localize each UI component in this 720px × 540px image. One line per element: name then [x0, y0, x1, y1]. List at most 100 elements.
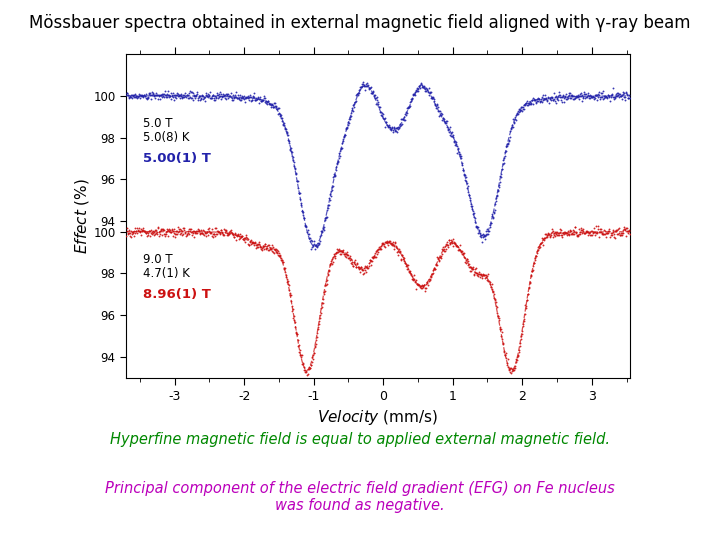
- Point: [386, 122, 397, 131]
- Point: [429, 100, 441, 109]
- Point: [241, 93, 253, 102]
- Point: [498, 154, 510, 163]
- Point: [164, 92, 176, 100]
- Point: [200, 232, 212, 240]
- Point: [506, 123, 518, 131]
- Point: [192, 94, 203, 103]
- Point: [400, 262, 412, 271]
- Point: [206, 225, 217, 234]
- Point: [596, 89, 608, 97]
- Point: [238, 234, 249, 243]
- Point: [572, 232, 584, 240]
- Point: [172, 92, 184, 100]
- Point: [414, 82, 426, 90]
- Point: [536, 239, 547, 248]
- Point: [211, 90, 222, 99]
- Point: [397, 114, 409, 123]
- Point: [420, 284, 432, 292]
- Point: [279, 264, 291, 272]
- Point: [341, 124, 352, 132]
- Point: [419, 287, 431, 296]
- Point: [444, 236, 455, 245]
- Point: [579, 228, 590, 237]
- Point: [561, 92, 572, 101]
- Point: [478, 271, 490, 279]
- Point: [390, 126, 402, 135]
- Point: [311, 241, 323, 250]
- Point: [602, 92, 613, 101]
- Point: [585, 92, 597, 100]
- Point: [414, 281, 426, 290]
- Point: [197, 228, 208, 237]
- Point: [347, 107, 359, 116]
- Point: [164, 227, 176, 236]
- Point: [215, 226, 227, 234]
- Point: [469, 213, 480, 221]
- Point: [225, 226, 237, 234]
- Point: [426, 272, 437, 281]
- Point: [188, 92, 199, 100]
- Text: 9.0 T: 9.0 T: [143, 253, 173, 266]
- Point: [480, 274, 491, 282]
- Point: [466, 202, 477, 211]
- Point: [140, 227, 151, 235]
- Point: [621, 89, 632, 98]
- Point: [145, 229, 156, 238]
- Point: [230, 90, 241, 99]
- Point: [159, 232, 171, 240]
- Point: [366, 254, 378, 262]
- Point: [520, 300, 531, 309]
- Point: [440, 117, 451, 125]
- Point: [622, 93, 634, 102]
- Point: [604, 93, 616, 102]
- Point: [618, 223, 629, 232]
- Point: [144, 89, 156, 97]
- Point: [310, 240, 322, 249]
- Point: [416, 280, 428, 289]
- Point: [243, 241, 254, 249]
- Point: [160, 87, 171, 96]
- Point: [133, 224, 145, 232]
- Point: [611, 230, 622, 238]
- Point: [232, 231, 243, 239]
- Point: [400, 110, 412, 119]
- Point: [328, 252, 339, 261]
- Point: [205, 93, 217, 102]
- Point: [444, 123, 456, 131]
- Point: [222, 90, 233, 98]
- Point: [315, 232, 326, 241]
- Point: [425, 87, 436, 96]
- Point: [355, 85, 366, 94]
- Point: [543, 94, 554, 103]
- Point: [289, 164, 301, 172]
- Point: [457, 166, 469, 174]
- Point: [151, 91, 163, 99]
- Point: [145, 91, 156, 99]
- Point: [618, 93, 629, 102]
- Point: [396, 251, 408, 259]
- Point: [258, 91, 270, 100]
- Point: [615, 92, 626, 100]
- Point: [530, 253, 541, 262]
- Point: [468, 209, 480, 218]
- Text: 5.0 T: 5.0 T: [143, 117, 173, 130]
- Point: [326, 260, 338, 268]
- Point: [459, 258, 471, 266]
- Point: [287, 151, 298, 160]
- Point: [171, 226, 183, 235]
- Point: [300, 366, 311, 375]
- Point: [454, 245, 465, 253]
- Point: [194, 95, 205, 104]
- Point: [210, 224, 221, 233]
- Point: [307, 351, 318, 360]
- Point: [184, 230, 195, 238]
- Point: [161, 92, 173, 101]
- Point: [501, 361, 513, 370]
- Point: [155, 90, 166, 99]
- Point: [508, 366, 519, 374]
- Point: [464, 195, 476, 204]
- Point: [213, 227, 225, 236]
- Point: [327, 258, 338, 266]
- Point: [364, 256, 375, 265]
- Point: [455, 247, 467, 255]
